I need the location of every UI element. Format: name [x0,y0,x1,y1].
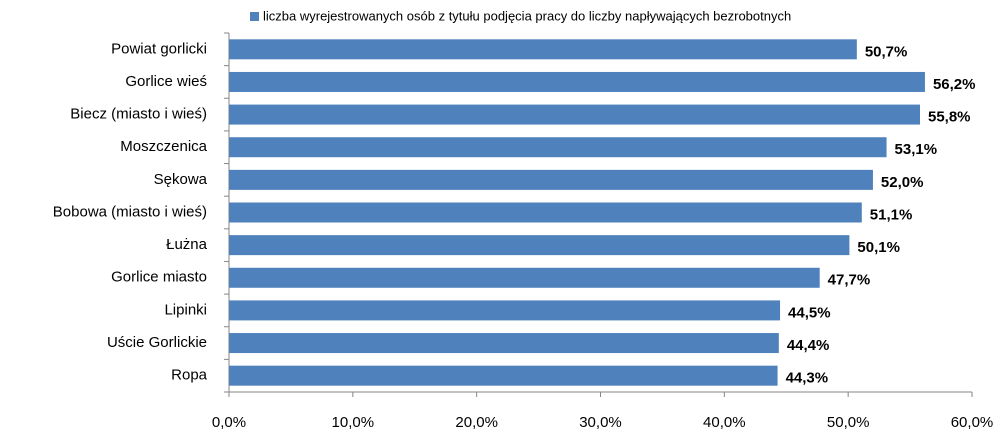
value-label: 51,1% [870,206,913,223]
x-tick-label: 60,0% [951,414,994,431]
value-label: 47,7% [828,272,871,289]
bar [229,365,778,386]
bar [229,235,850,256]
y-tick-label: Powiat gorlicki [111,40,207,57]
x-tick-label: 50,0% [827,414,870,431]
bar [229,169,873,190]
y-tick-label: Lipinki [164,301,207,318]
x-tick-label: 30,0% [579,414,622,431]
legend-swatch [250,12,259,21]
value-label: 44,5% [788,304,831,321]
x-tick-label: 10,0% [332,414,375,431]
x-tick-label: 20,0% [455,414,498,431]
value-label: 50,1% [857,239,900,256]
y-tick-label: Biecz (miasto i wieś) [70,106,207,123]
y-tick-label: Gorlice miasto [111,269,207,286]
bar [229,104,920,125]
bar [229,267,820,288]
value-label: 56,2% [933,76,976,93]
value-label: 50,7% [865,43,908,60]
y-tick-label: Moszczenica [120,138,207,155]
value-label: 52,0% [881,174,924,191]
bar [229,39,857,60]
y-tick-label: Gorlice wieś [125,73,207,90]
legend-label: liczba wyrejestrowanych osób z tytułu po… [263,8,791,23]
bar [229,137,887,158]
x-tick-label: 0,0% [212,414,246,431]
bar [229,71,925,92]
y-tick-label: Łużna [166,236,208,253]
value-label: 44,3% [786,370,829,387]
y-tick-label: Bobowa (miasto i wieś) [53,203,207,220]
bar [229,202,862,223]
x-tick-label: 40,0% [703,414,746,431]
y-tick-label: Uście Gorlickie [107,334,207,351]
value-label: 55,8% [928,109,971,126]
y-tick-label: Sękowa [154,171,208,188]
bar [229,333,779,354]
y-tick-label: Ropa [171,367,208,384]
bar [229,300,781,321]
value-label: 53,1% [895,141,938,158]
value-label: 44,4% [787,337,830,354]
